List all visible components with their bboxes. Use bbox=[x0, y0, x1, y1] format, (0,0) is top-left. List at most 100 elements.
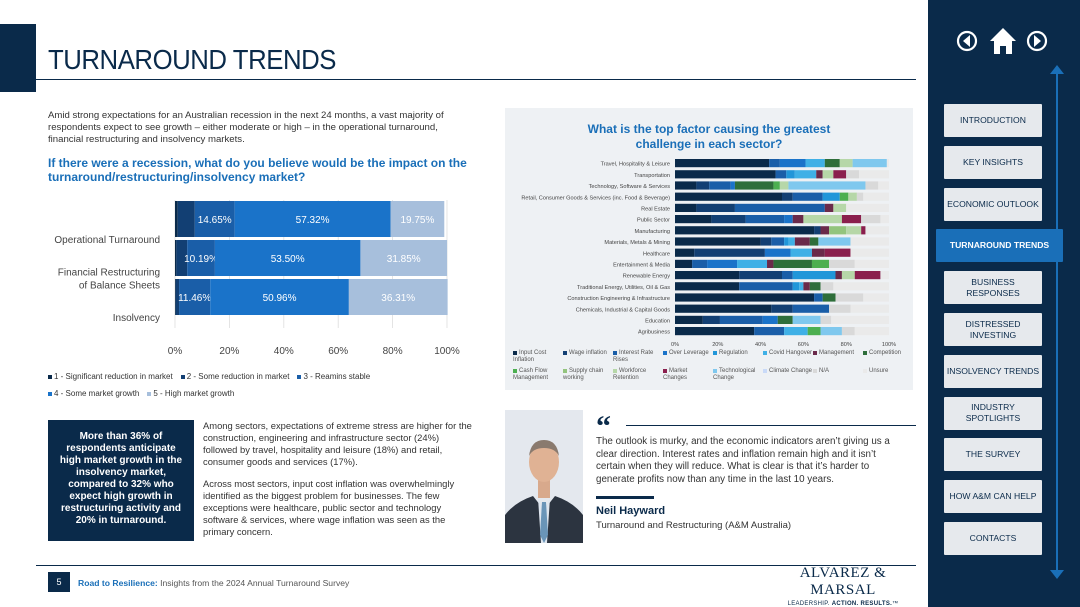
legend-item: Management bbox=[813, 350, 863, 357]
bar-segment-interest-rate-rises bbox=[692, 259, 708, 268]
x-tick-label: 100% bbox=[882, 342, 896, 348]
bar-segment-management bbox=[835, 271, 842, 280]
legend-label: Climate Change bbox=[769, 368, 813, 374]
sector-label: Healthcare bbox=[643, 251, 670, 257]
brand-name: ALVAREZ & MARSAL bbox=[799, 565, 887, 598]
bar-segment-workforce-retention bbox=[839, 159, 853, 168]
bar-segment-unsure bbox=[831, 315, 889, 324]
author-role: Turnaround and Restructuring (A&M Austra… bbox=[596, 520, 792, 531]
legend-swatch bbox=[613, 351, 617, 355]
insolvency-callout: More than 36% of respondents anticipate … bbox=[48, 420, 194, 541]
bar-segment-wage-inflation bbox=[696, 181, 710, 190]
legend-swatch bbox=[563, 369, 567, 373]
bar-segment-over-leverage bbox=[764, 248, 791, 257]
legend-label: Supply chain working bbox=[563, 368, 604, 381]
bar-segment-wage-inflation bbox=[694, 248, 765, 257]
sector-label: Retail, Consumer Goods & Services (inc. … bbox=[521, 195, 670, 201]
nav-item-the-survey[interactable]: THE SURVEY bbox=[944, 438, 1042, 472]
trademark-symbol: ™ bbox=[892, 601, 899, 607]
bar-segment-interest-rate-rises bbox=[745, 215, 785, 224]
nav-item-contacts[interactable]: CONTACTS bbox=[944, 522, 1042, 555]
nav-item-economic-outlook[interactable]: ECONOMIC OUTLOOK bbox=[944, 187, 1042, 221]
sector-label: Materials, Metals & Mining bbox=[604, 240, 670, 246]
bar-segment-unsure bbox=[854, 327, 889, 336]
nav-item-how-a-m-can-help[interactable]: HOW A&M CAN HELP bbox=[944, 480, 1042, 514]
nav-item-label: INSOLVENCY TRENDS bbox=[946, 365, 1040, 376]
bar-segment-competition bbox=[773, 259, 812, 268]
arrow-up-icon[interactable] bbox=[1050, 65, 1064, 74]
data-label: 50.96% bbox=[263, 293, 297, 304]
bar-segment-interest-rate-rises bbox=[782, 271, 793, 280]
chart-title-line: What is the top factor causing the great… bbox=[587, 122, 831, 136]
nav-item-introduction[interactable]: INTRODUCTION bbox=[944, 104, 1042, 137]
bar-segment-3-reamins-stable bbox=[194, 201, 235, 237]
author-photo bbox=[505, 410, 583, 543]
legend-label: Management bbox=[819, 350, 855, 356]
sector-paragraph-1: Among sectors, expectations of extreme s… bbox=[203, 420, 472, 467]
arrow-down-icon[interactable] bbox=[1050, 570, 1064, 579]
bar-segment-regulation bbox=[792, 271, 836, 280]
bar-segment-regulation bbox=[822, 192, 840, 201]
bar-segment-unsure bbox=[833, 282, 889, 291]
bar-segment-over-leverage bbox=[707, 259, 738, 268]
bar-segment-wage-inflation bbox=[702, 315, 720, 324]
legend-label: Cash Flow Management bbox=[513, 368, 549, 381]
data-label: 53.50% bbox=[271, 254, 305, 265]
sector-label: Agribusiness bbox=[638, 330, 670, 336]
bar-segment-interest-rate-rises bbox=[734, 203, 825, 212]
bar-segment-regulation bbox=[792, 282, 800, 291]
bar-segment-n-a bbox=[820, 282, 834, 291]
sector-label: Transportation bbox=[634, 173, 670, 179]
legend-label: Input Cost Inflation bbox=[513, 350, 547, 363]
sector-label: Entertainment & Media bbox=[613, 263, 671, 269]
bar-segment-4-some-market-growth bbox=[214, 240, 361, 276]
bar-segment-5-high-market-growth bbox=[348, 279, 448, 315]
bar-segment-interest-rate-rises bbox=[792, 192, 823, 201]
legend-item: 4 - Some market growth bbox=[48, 389, 139, 398]
footer-divider bbox=[36, 565, 916, 566]
nav-item-distressed-investing[interactable]: DISTRESSED INVESTING bbox=[944, 313, 1042, 346]
bar-segment-interest-rate-rises bbox=[754, 327, 785, 336]
bar-segment-wage-inflation bbox=[739, 271, 782, 280]
legend-label: Regulation bbox=[719, 350, 748, 356]
bar-segment-competition bbox=[734, 181, 774, 190]
nav-item-key-insights[interactable]: KEY INSIGHTS bbox=[944, 145, 1042, 179]
legend-item: Wage inflation bbox=[563, 350, 613, 357]
bar-segment-interest-rate-rises bbox=[719, 315, 763, 324]
bar-segment-competition bbox=[777, 315, 793, 324]
next-page-icon[interactable] bbox=[1026, 30, 1048, 52]
brand-tagline: LEADERSHIP. ACTION. RESULTS.™ bbox=[770, 601, 916, 607]
legend-swatch bbox=[513, 369, 517, 373]
legend-swatch bbox=[663, 351, 667, 355]
bar-segment-wage-inflation bbox=[760, 237, 772, 246]
bar-segment-regulation bbox=[784, 237, 789, 246]
nav-item-industry-spotlights[interactable]: INDUSTRY SPOTLIGHTS bbox=[944, 396, 1042, 430]
bar-segment-management bbox=[820, 226, 830, 235]
bar-segment-cash-flow-management bbox=[807, 327, 821, 336]
legend-item: Technological Change bbox=[713, 368, 763, 382]
tagline-action-results: ACTION. RESULTS. bbox=[831, 601, 893, 607]
sector-label: Construction Engineering & Infrastructur… bbox=[567, 296, 670, 302]
bar-segment-input-cost-inflation bbox=[675, 181, 697, 190]
bar-segment-technological-change bbox=[792, 315, 821, 324]
legend-label: 3 - Reamins stable bbox=[303, 372, 371, 381]
data-label: 11.46% bbox=[178, 293, 211, 304]
nav-item-insolvency-trends[interactable]: INSOLVENCY TRENDS bbox=[944, 354, 1042, 388]
bar-segment-n-a bbox=[841, 327, 855, 336]
bar-segment-covid-hangover bbox=[788, 237, 795, 246]
home-icon[interactable] bbox=[990, 28, 1016, 54]
recession-impact-chart: 0% 20% 40% 60% 80% 100% 14.65% 57.32% 19.75% Oper… bbox=[54, 200, 460, 357]
person-silhouette-icon bbox=[505, 410, 583, 543]
bar-segment-cash-flow-management bbox=[811, 259, 830, 268]
x-tick-label: 20% bbox=[219, 346, 239, 357]
nav-item-business-responses[interactable]: BUSINESS RESPONSES bbox=[944, 271, 1042, 305]
bar-segment-unsure bbox=[854, 259, 889, 268]
bar-segment-interest-rate-rises bbox=[792, 304, 830, 313]
sector-label: Travel, Hospitality & Leisure bbox=[601, 162, 670, 168]
legend-label: Competition bbox=[869, 350, 902, 356]
bar-segment-interest-rate-rises bbox=[739, 282, 793, 291]
bar-segment-input-cost-inflation bbox=[675, 226, 815, 235]
bar-segment-input-cost-inflation bbox=[675, 327, 755, 336]
nav-item-turnaround-trends[interactable]: TURNAROUND TRENDS bbox=[936, 229, 1063, 263]
previous-page-icon[interactable] bbox=[956, 30, 978, 52]
